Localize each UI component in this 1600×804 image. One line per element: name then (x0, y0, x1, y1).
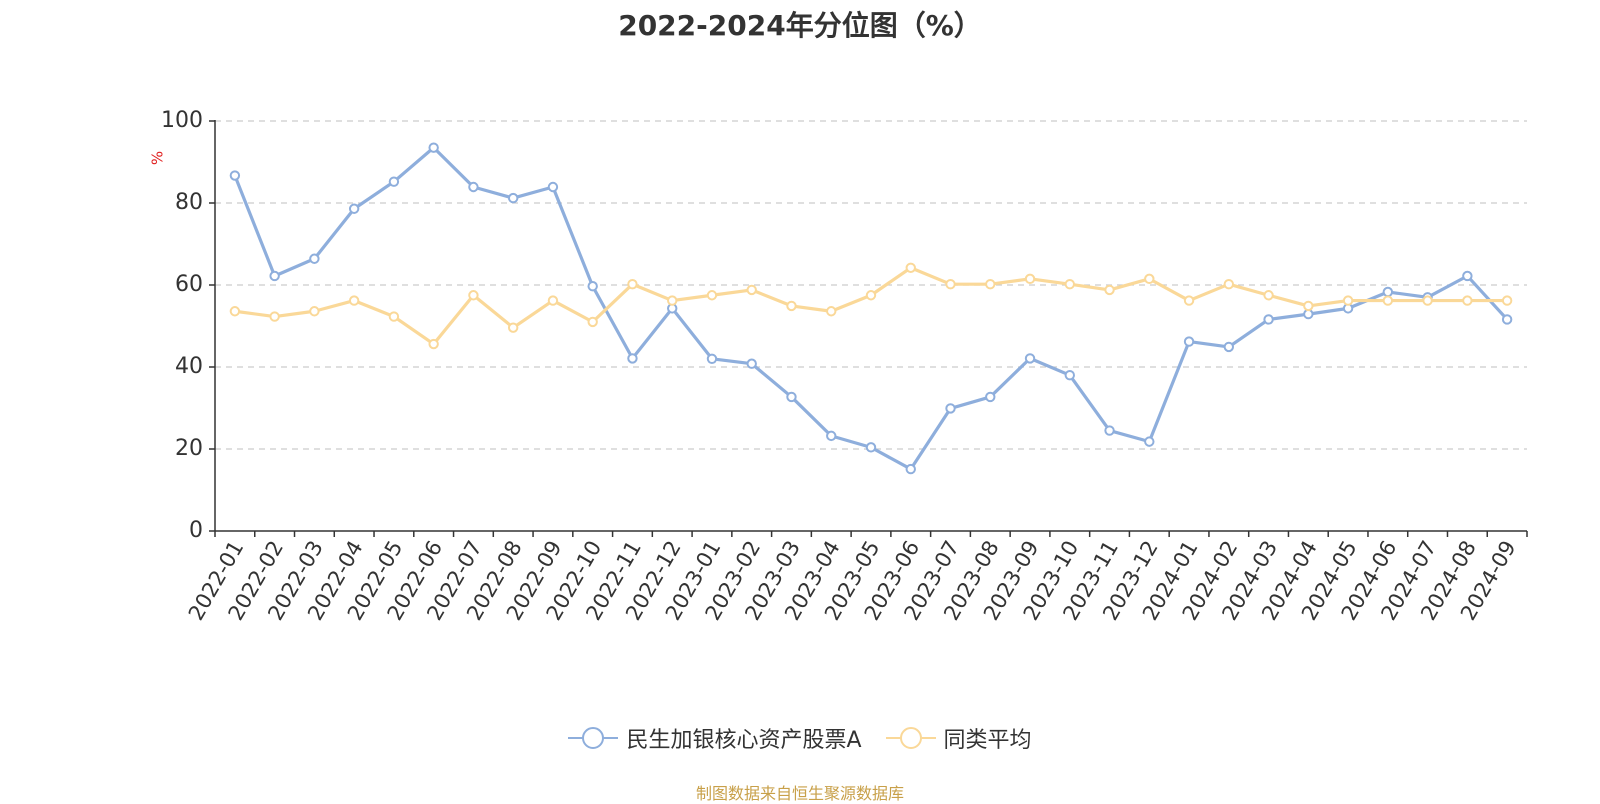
legend-average-marker-icon (885, 727, 936, 749)
data-point-fund[interactable] (1223, 341, 1235, 353)
data-point-average[interactable] (547, 295, 559, 306)
data-point-fund[interactable] (1382, 286, 1394, 298)
data-point-average[interactable] (1064, 278, 1075, 290)
data-point-fund[interactable] (1183, 336, 1195, 347)
data-point-fund[interactable] (1501, 314, 1513, 325)
data-point-fund[interactable] (348, 203, 360, 214)
data-point-fund[interactable] (388, 176, 400, 187)
data-point-fund[interactable] (507, 192, 519, 204)
series (229, 142, 1513, 475)
data-point-fund[interactable] (786, 391, 797, 403)
series-line-average (233, 266, 1509, 346)
data-point-fund[interactable] (1462, 270, 1473, 282)
legend-fund-marker-icon (568, 727, 619, 749)
data-point-average[interactable] (1024, 273, 1036, 285)
data-point-average[interactable] (229, 306, 241, 317)
data-point-fund[interactable] (1144, 436, 1155, 447)
data-point-fund[interactable] (945, 403, 956, 414)
data-point-fund[interactable] (706, 353, 718, 364)
data-point-average[interactable] (1462, 295, 1473, 306)
gridlines (215, 120, 1527, 450)
data-point-average[interactable] (1382, 295, 1394, 306)
data-point-average[interactable] (746, 284, 757, 296)
data-point-fund[interactable] (468, 181, 479, 193)
data-point-fund[interactable] (428, 142, 439, 153)
y-tick-label: 60 (175, 272, 203, 297)
legend-label-average: 同类平均 (943, 728, 1032, 753)
data-point-fund[interactable] (1263, 314, 1274, 325)
y-axis-unit-label: % (149, 151, 167, 165)
data-point-average[interactable] (1303, 300, 1314, 312)
data-point-fund[interactable] (547, 181, 559, 193)
y-tick-label: 100 (161, 108, 203, 133)
data-point-fund[interactable] (905, 463, 916, 475)
data-point-average[interactable] (388, 311, 400, 322)
legend-item-fund[interactable]: 民生加银核心资产股票A (568, 722, 862, 754)
data-point-average[interactable] (826, 306, 837, 317)
data-point-average[interactable] (1104, 284, 1115, 296)
data-point-average[interactable] (865, 290, 877, 301)
legend-item-average[interactable]: 同类平均 (885, 722, 1032, 754)
data-point-average[interactable] (1263, 290, 1274, 301)
data-point-average[interactable] (786, 300, 797, 312)
legend: 民生加银核心资产股票A 同类平均 (0, 722, 1600, 754)
data-point-fund[interactable] (826, 430, 837, 442)
data-point-average[interactable] (1183, 295, 1195, 306)
legend-label-fund: 民生加银核心资产股票A (626, 728, 862, 753)
data-point-average[interactable] (945, 278, 956, 290)
data-point-average[interactable] (507, 322, 519, 333)
data-point-average[interactable] (1223, 278, 1235, 290)
data-point-fund[interactable] (229, 170, 241, 181)
data-point-average[interactable] (985, 278, 996, 290)
data-point-average[interactable] (309, 306, 320, 317)
data-point-fund[interactable] (985, 391, 996, 403)
y-tick-label: 40 (175, 354, 203, 379)
data-point-average[interactable] (587, 316, 598, 328)
data-point-average[interactable] (706, 290, 718, 301)
data-point-fund[interactable] (1024, 353, 1036, 364)
data-point-fund[interactable] (587, 281, 598, 292)
data-point-average[interactable] (905, 262, 916, 273)
axes: 0204060801002022-012022-022022-032022-04… (161, 108, 1528, 624)
y-tick-label: 80 (175, 190, 203, 215)
data-point-average[interactable] (468, 290, 479, 301)
data-point-fund[interactable] (865, 442, 877, 453)
data-point-fund[interactable] (627, 353, 638, 364)
data-point-average[interactable] (348, 295, 360, 306)
series-line-fund (233, 146, 1509, 471)
y-tick-label: 0 (189, 518, 203, 543)
data-point-average[interactable] (1144, 273, 1155, 285)
data-source-note: 制图数据来自恒生聚源数据库 (695, 784, 904, 803)
data-point-fund[interactable] (309, 253, 320, 264)
data-point-average[interactable] (627, 278, 638, 290)
data-point-fund[interactable] (1104, 425, 1115, 436)
chart-title: 2022-2024年分位图（%） (618, 9, 982, 42)
data-point-average[interactable] (1342, 295, 1354, 306)
data-point-fund[interactable] (1303, 308, 1314, 320)
data-point-average[interactable] (1501, 295, 1513, 306)
y-tick-label: 20 (175, 436, 203, 461)
data-point-average[interactable] (667, 295, 678, 306)
data-point-average[interactable] (1422, 295, 1433, 306)
data-point-average[interactable] (428, 338, 439, 350)
data-point-fund[interactable] (746, 358, 757, 369)
data-point-fund[interactable] (269, 270, 280, 282)
data-point-fund[interactable] (1064, 370, 1075, 381)
data-point-average[interactable] (269, 311, 280, 322)
